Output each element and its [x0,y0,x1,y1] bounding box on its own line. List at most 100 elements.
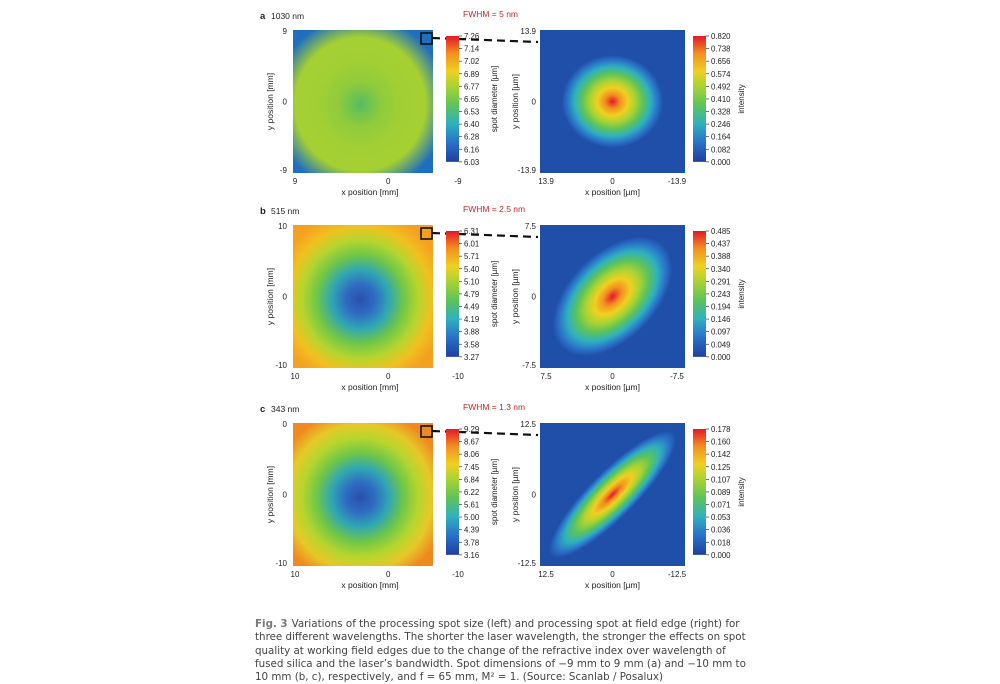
y-tick-top: 10 [278,222,287,231]
x-axis-label: x position [µm] [585,580,640,590]
colorbar-tick: 6.22 [464,488,479,497]
colorbar-tick: 0.656 [711,57,731,66]
x-tick-right: -7.5 [670,372,684,381]
colorbar-label: intensity [737,477,746,506]
x-tick-left: 12.5 [538,570,554,579]
colorbar-tick: 3.88 [464,328,479,337]
colorbar-tick: 7.02 [464,57,479,66]
y-tick-bottom: -10 [275,361,287,370]
y-axis-label: y position [µm] [510,74,520,129]
colorbar-tick: 6.01 [464,240,479,249]
x-axis-label: x position [mm] [341,580,398,590]
fwhm-label: FWHM = 5 nm [463,9,518,19]
colorbar-tick: 6.31 [464,227,479,236]
x-tick-mid: 0 [610,372,615,381]
colorbar-label: spot diameter [µm] [490,66,499,132]
laser-spot [552,236,673,357]
x-tick-mid: 0 [610,570,615,579]
colorbar-tick: 0.125 [711,463,731,472]
spot-size-map [293,423,433,566]
panel-wavelength: 515 nm [271,206,299,216]
y-tick-mid: 0 [532,98,537,107]
colorbar-tick: 6.03 [464,158,479,167]
colorbar-tick: 3.16 [464,551,479,560]
colorbar-label: intensity [737,84,746,113]
y-tick-mid: 0 [532,293,537,302]
x-tick-left: 9 [293,177,298,186]
caption-text: Variations of the processing spot size (… [255,618,746,684]
colorbar-tick: 6.16 [464,145,479,154]
spot-size-map [293,30,433,173]
y-tick-top: 12.5 [520,420,536,429]
figure-3: a 1030 nm FWHM = 5 nm 9 0 -9 9 0 -9 x position [m… [260,9,746,590]
colorbar-tick: 6.89 [464,70,479,79]
colorbar-tick: 0.246 [711,120,731,129]
panel-wavelength: 1030 nm [271,11,304,21]
x-tick-mid: 0 [610,177,615,186]
y-tick-bottom: -13.9 [518,166,537,175]
colorbar-tick: 0.388 [711,252,731,261]
colorbar-tick: 0.036 [711,526,731,535]
y-tick-top: 0 [283,420,288,429]
colorbar-tick: 0.018 [711,538,731,547]
panel-a: a 1030 nm FWHM = 5 nm 9 0 -9 9 0 -9 x position [m… [260,9,746,197]
colorbar-tick: 0.000 [711,551,731,560]
colorbar-tick: 8.06 [464,450,479,459]
colorbar-tick: 0.097 [711,328,731,337]
colorbar-label: intensity [737,279,746,308]
x-tick-right: -13.9 [668,177,687,186]
colorbar-tick: 5.71 [464,252,479,261]
colorbar-tick: 0.820 [711,32,731,41]
x-tick-right: -10 [452,372,464,381]
y-axis-label: y position [µm] [510,467,520,522]
colorbar-tick: 6.53 [464,108,479,117]
colorbar-tick: 9.29 [464,425,479,434]
y-tick-bottom: -7.5 [522,361,536,370]
colorbar-tick: 3.27 [464,353,479,362]
spot-size-map [293,225,433,368]
panel-letter: a [260,11,266,22]
fwhm-label: FWHM = 1.3 nm [463,402,525,412]
colorbar-tick: 3.58 [464,340,479,349]
panel-letter: c [260,404,265,415]
colorbar-tick: 5.61 [464,501,479,510]
y-tick-bottom: -9 [280,166,288,175]
colorbar-tick: 0.492 [711,82,731,91]
colorbar-tick: 0.574 [711,70,731,79]
panel-b: b 515 nm FWHM = 2.5 nm 10 0 -10 10 0 -10 x positi… [260,204,746,392]
x-tick-left: 10 [291,372,300,381]
x-tick-mid: 0 [386,177,391,186]
colorbar-tick: 0.049 [711,340,731,349]
intensity-colorbar [693,429,706,555]
laser-spot [561,55,664,148]
x-tick-right: -10 [452,570,464,579]
x-tick-left: 7.5 [540,372,552,381]
y-axis-label: y position [µm] [510,269,520,324]
colorbar-tick: 0.107 [711,475,731,484]
colorbar-tick: 0.194 [711,303,731,312]
spot-diameter-colorbar [446,36,459,162]
x-tick-mid: 0 [386,372,391,381]
y-tick-top: 7.5 [525,222,537,231]
colorbar-tick: 6.40 [464,120,480,129]
colorbar-tick: 4.19 [464,315,479,324]
colorbar-tick: 0.243 [711,290,731,299]
colorbar-tick: 6.65 [464,95,480,104]
spot-diameter-colorbar [446,429,459,555]
y-tick-top: 13.9 [520,27,536,36]
colorbar-tick: 0.485 [711,227,731,236]
colorbar-tick: 0.410 [711,95,731,104]
colorbar-tick: 0.164 [711,133,731,142]
y-tick-bottom: -10 [275,559,287,568]
y-tick-mid: 0 [283,491,288,500]
colorbar-tick: 5.40 [464,265,480,274]
colorbar-tick: 4.39 [464,526,479,535]
colorbar-tick: 4.49 [464,303,479,312]
colorbar-tick: 6.84 [464,475,480,484]
x-tick-mid: 0 [386,570,391,579]
fwhm-label: FWHM = 2.5 nm [463,204,525,214]
x-axis-label: x position [mm] [341,382,398,392]
panel-wavelength: 343 nm [271,404,299,414]
panel-c: c 343 nm FWHM = 1.3 nm 0 0 -10 10 0 -10 x positio… [260,402,746,590]
colorbar-tick: 4.79 [464,290,479,299]
